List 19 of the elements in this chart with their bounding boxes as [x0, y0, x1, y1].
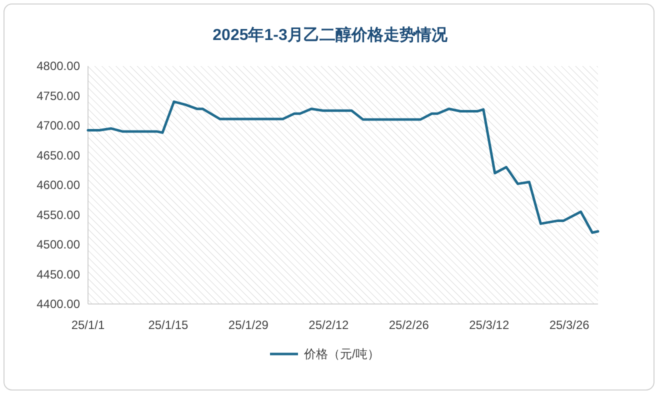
x-tick-label: 25/1/15	[148, 318, 189, 332]
x-tick-label: 25/1/29	[228, 318, 269, 332]
y-tick-label: 4550.00	[36, 208, 80, 222]
chart-title: 2025年1-3月乙二醇价格走势情况	[212, 26, 448, 44]
y-tick-label: 4400.00	[36, 297, 80, 311]
x-tick-label: 25/2/12	[308, 318, 350, 332]
legend-label: 价格（元/吨）	[303, 347, 380, 361]
x-tick-label: 25/2/26	[388, 318, 430, 332]
y-tick-label: 4650.00	[36, 148, 80, 162]
y-tick-label: 4600.00	[36, 178, 80, 192]
x-tick-label: 25/1/1	[71, 318, 105, 332]
y-tick-label: 4800.00	[36, 59, 80, 73]
y-tick-label: 4700.00	[36, 118, 80, 132]
y-tick-label: 4450.00	[36, 267, 80, 282]
line-series	[86, 100, 600, 234]
x-tick-label: 25/3/12	[469, 318, 510, 332]
y-tick-label: 4500.00	[36, 238, 80, 252]
x-tick-label: 25/3/26	[549, 318, 590, 332]
y-tick-label: 4750.00	[36, 88, 80, 103]
